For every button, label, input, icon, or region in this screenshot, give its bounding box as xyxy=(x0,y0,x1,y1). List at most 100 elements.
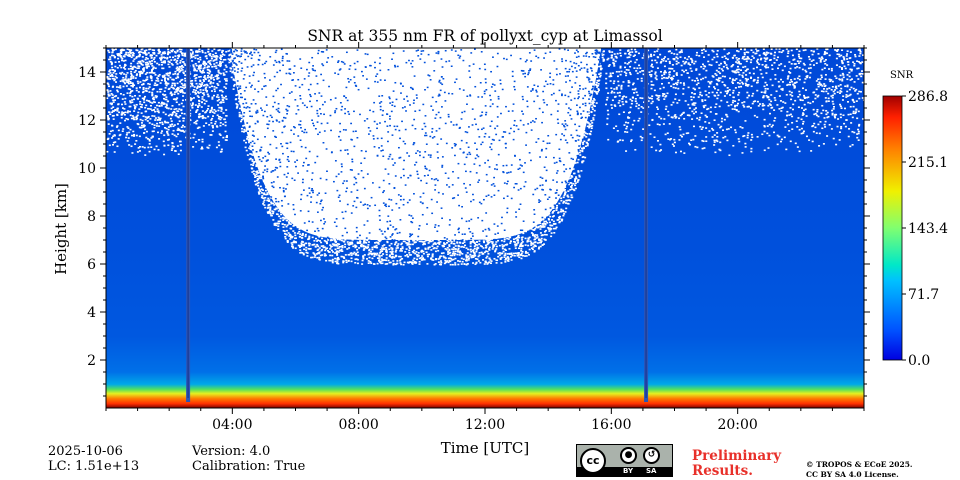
signal-speckle xyxy=(298,86,301,89)
signal-speckle xyxy=(417,177,420,179)
noise-speckle xyxy=(230,57,233,60)
noise-speckle xyxy=(560,176,563,178)
signal-speckle xyxy=(317,52,320,55)
noise-speckle xyxy=(337,230,340,232)
noise-speckle xyxy=(511,207,514,210)
signal-speckle xyxy=(469,170,472,173)
noise-speckle xyxy=(497,218,500,221)
noise-speckle xyxy=(233,79,236,82)
signal-speckle xyxy=(524,181,527,183)
signal-speckle xyxy=(567,49,570,51)
noise-speckle xyxy=(400,224,403,226)
noise-speckle xyxy=(583,119,586,121)
upper-noise-speckle xyxy=(211,117,214,120)
signal-speckle xyxy=(277,110,280,112)
noise-speckle xyxy=(574,187,577,190)
noise-speckle xyxy=(484,260,487,263)
signal-speckle xyxy=(513,186,515,189)
noise-speckle xyxy=(290,207,293,210)
signal-speckle xyxy=(316,82,319,85)
signal-speckle xyxy=(588,102,591,105)
noise-speckle xyxy=(560,197,563,200)
noise-speckle xyxy=(475,261,478,264)
noise-speckle xyxy=(473,247,476,250)
noise-speckle xyxy=(430,258,433,260)
signal-speckle xyxy=(277,103,280,105)
signal-speckle xyxy=(517,168,520,170)
signal-speckle xyxy=(530,129,533,131)
signal-speckle xyxy=(312,189,314,192)
signal-speckle xyxy=(590,81,593,83)
noise-speckle xyxy=(243,128,246,131)
signal-speckle xyxy=(344,210,347,213)
noise-speckle xyxy=(582,141,585,144)
noise-speckle xyxy=(240,91,243,93)
upper-noise-speckle xyxy=(182,95,185,97)
noise-speckle xyxy=(286,224,289,226)
signal-speckle xyxy=(539,200,542,202)
noise-speckle xyxy=(464,213,467,216)
noise-speckle xyxy=(528,248,531,251)
noise-speckle xyxy=(256,177,259,180)
signal-speckle xyxy=(581,138,584,141)
upper-noise-speckle xyxy=(182,72,185,75)
noise-speckle xyxy=(517,253,520,255)
upper-noise-speckle xyxy=(163,145,166,147)
noise-speckle xyxy=(298,228,301,230)
signal-speckle xyxy=(506,207,509,210)
noise-speckle xyxy=(305,251,308,254)
noise-speckle xyxy=(398,255,401,258)
signal-speckle xyxy=(389,236,392,238)
noise-speckle xyxy=(372,263,375,265)
upper-noise-speckle xyxy=(124,103,127,105)
signal-speckle xyxy=(230,50,233,53)
noise-speckle xyxy=(529,224,532,226)
upper-noise-speckle xyxy=(189,80,192,82)
upper-noise-speckle xyxy=(173,134,176,137)
noise-speckle xyxy=(358,236,361,239)
signal-speckle xyxy=(410,239,412,242)
signal-speckle xyxy=(388,155,391,158)
signal-speckle xyxy=(521,110,523,113)
upper-noise-speckle xyxy=(148,71,151,74)
signal-speckle xyxy=(287,172,289,175)
noise-speckle xyxy=(522,211,525,214)
signal-speckle xyxy=(481,219,484,222)
signal-speckle xyxy=(262,177,265,180)
noise-speckle xyxy=(348,254,351,256)
signal-speckle xyxy=(337,73,340,76)
noise-speckle xyxy=(372,237,375,240)
noise-speckle xyxy=(423,240,426,243)
signal-speckle xyxy=(529,69,531,72)
signal-speckle xyxy=(239,96,242,99)
noise-speckle xyxy=(249,148,252,151)
noise-speckle xyxy=(497,252,500,255)
noise-speckle xyxy=(337,251,340,253)
signal-speckle xyxy=(434,224,437,226)
noise-speckle xyxy=(470,250,473,253)
noise-speckle xyxy=(351,224,354,227)
noise-speckle xyxy=(565,170,568,172)
noise-speckle xyxy=(420,232,423,235)
noise-speckle xyxy=(577,158,580,161)
noise-speckle xyxy=(294,237,297,239)
noise-speckle xyxy=(343,257,346,260)
signal-speckle xyxy=(359,113,361,116)
noise-speckle xyxy=(324,254,327,257)
upper-noise-speckle xyxy=(155,79,158,82)
noise-speckle xyxy=(395,241,398,243)
noise-speckle xyxy=(386,219,389,221)
noise-speckle xyxy=(363,254,366,256)
noise-speckle xyxy=(297,220,300,223)
noise-speckle xyxy=(337,237,340,240)
signal-speckle xyxy=(561,94,563,97)
noise-speckle xyxy=(308,209,311,211)
signal-speckle xyxy=(389,102,392,104)
noise-speckle xyxy=(556,219,559,221)
noise-speckle xyxy=(535,237,538,239)
upper-noise-speckle xyxy=(169,76,172,79)
noise-speckle xyxy=(421,214,424,217)
noise-speckle xyxy=(520,208,523,210)
signal-speckle xyxy=(318,108,321,110)
noise-speckle xyxy=(590,120,593,122)
